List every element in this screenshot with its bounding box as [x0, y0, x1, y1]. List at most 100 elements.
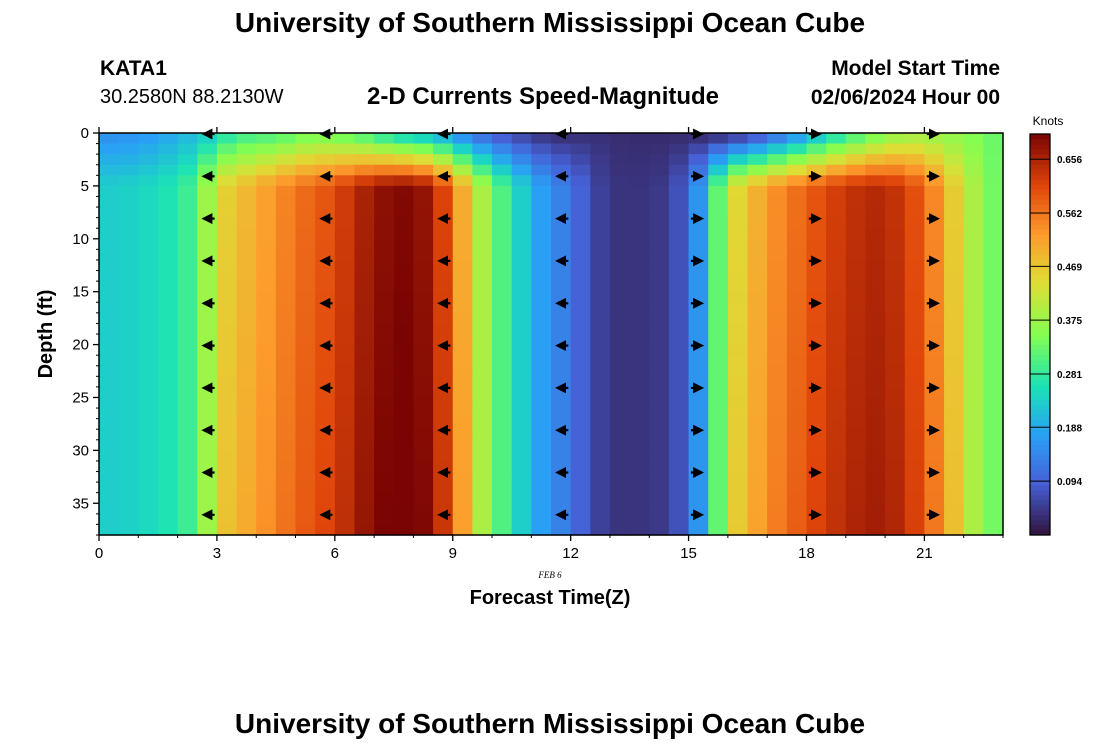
- heatmap-cell: [727, 492, 749, 504]
- heatmap-cell: [138, 450, 159, 462]
- heatmap-cell: [609, 503, 631, 515]
- heatmap-cell: [374, 429, 395, 441]
- heatmap-cell: [138, 302, 159, 314]
- heatmap-cell: [629, 492, 650, 504]
- heatmap-cell: [236, 503, 257, 515]
- heatmap-cell: [216, 418, 238, 430]
- heatmap-cell: [452, 143, 473, 155]
- heatmap-cell: [944, 143, 965, 155]
- heatmap-cell: [865, 207, 886, 219]
- heatmap-cell: [452, 259, 473, 272]
- heatmap-cell: [511, 217, 532, 229]
- heatmap-cell: [99, 228, 120, 240]
- colorbar-segment: [1030, 364, 1050, 371]
- heatmap-cell: [570, 460, 591, 473]
- heatmap-cell: [334, 344, 356, 356]
- heatmap-cell: [865, 133, 886, 145]
- heatmap-cell: [826, 281, 847, 293]
- heatmap-cell: [334, 133, 356, 145]
- heatmap-cell: [786, 196, 808, 208]
- heatmap-cell: [767, 302, 788, 314]
- heatmap-cell: [708, 175, 729, 187]
- heatmap-cell: [472, 418, 493, 430]
- heatmap-cell: [865, 185, 886, 198]
- heatmap-cell: [904, 281, 925, 293]
- heatmap-cell: [216, 302, 238, 314]
- heatmap-cell: [570, 492, 591, 504]
- heatmap-cell: [256, 238, 277, 250]
- heatmap-cell: [118, 185, 139, 198]
- heatmap-cell: [924, 492, 945, 504]
- heatmap-cell: [649, 429, 670, 441]
- heatmap-cell: [826, 344, 847, 356]
- colorbar-segment: [1030, 239, 1050, 245]
- heatmap-cell: [256, 259, 277, 272]
- heatmap-cell: [511, 397, 532, 409]
- heatmap-cell: [295, 513, 316, 526]
- heatmap-cell: [609, 302, 631, 314]
- colorbar-segment: [1030, 439, 1050, 446]
- colorbar-segment: [1030, 169, 1050, 175]
- heatmap-cell: [295, 450, 316, 462]
- heatmap-cell: [413, 355, 434, 367]
- heatmap-cell: [354, 471, 375, 483]
- heatmap-cell: [708, 376, 729, 388]
- heatmap-cell: [531, 133, 552, 145]
- heatmap-cell: [649, 418, 670, 430]
- colorbar-segment: [1030, 369, 1050, 376]
- heatmap-cell: [747, 418, 768, 430]
- heatmap-cell: [177, 429, 198, 441]
- colorbar-tick-label: 0.656: [1057, 155, 1082, 166]
- heatmap-cell: [295, 291, 316, 303]
- heatmap-cell: [649, 503, 670, 515]
- heatmap-cell: [963, 397, 984, 409]
- colorbar-segment: [1030, 454, 1050, 461]
- heatmap-cell: [511, 492, 532, 504]
- heatmap-cell: [216, 196, 238, 208]
- heatmap-cell: [413, 249, 434, 261]
- heatmap-cell: [433, 164, 454, 176]
- heatmap-cell: [236, 291, 257, 303]
- heatmap-cell: [570, 143, 591, 155]
- heatmap-cell: [492, 376, 513, 388]
- heatmap-cell: [354, 281, 375, 293]
- heatmap-cell: [492, 259, 513, 272]
- heatmap-cell: [609, 154, 631, 166]
- heatmap-cell: [668, 450, 690, 462]
- heatmap-cell: [472, 143, 493, 155]
- heatmap-cell: [727, 238, 749, 250]
- heatmap-cell: [767, 355, 788, 367]
- heatmap-cell: [963, 344, 984, 356]
- heatmap-cell: [963, 492, 984, 504]
- heatmap-cell: [511, 259, 532, 272]
- heatmap-cell: [354, 302, 375, 314]
- heatmap-cell: [492, 323, 513, 335]
- heatmap-cell: [472, 302, 493, 314]
- heatmap-cell: [570, 397, 591, 409]
- heatmap-cell: [452, 524, 473, 536]
- heatmap-cell: [668, 249, 690, 261]
- heatmap-cell: [590, 397, 611, 409]
- heatmap-cell: [570, 376, 591, 388]
- colorbar-segment: [1030, 154, 1050, 160]
- heatmap-cell: [511, 133, 532, 145]
- heatmap-cell: [629, 281, 650, 293]
- heatmap-cell: [806, 492, 827, 504]
- heatmap-cell: [315, 228, 336, 240]
- heatmap-cell: [747, 334, 768, 346]
- heatmap-cell: [904, 291, 925, 303]
- heatmap-cell: [963, 207, 984, 219]
- heatmap-cell: [727, 217, 749, 229]
- colorbar-segment: [1030, 499, 1050, 506]
- heatmap-cell: [157, 133, 179, 145]
- heatmap-cell: [157, 175, 179, 187]
- heatmap-cell: [472, 133, 493, 145]
- heatmap-cell: [472, 524, 493, 536]
- heatmap-cell: [216, 281, 238, 293]
- heatmap-cell: [452, 429, 473, 441]
- heatmap-cell: [511, 228, 532, 240]
- heatmap-cell: [334, 143, 356, 155]
- heatmap-cell: [118, 207, 139, 219]
- heatmap-cell: [708, 291, 729, 303]
- heatmap-cell: [963, 312, 984, 325]
